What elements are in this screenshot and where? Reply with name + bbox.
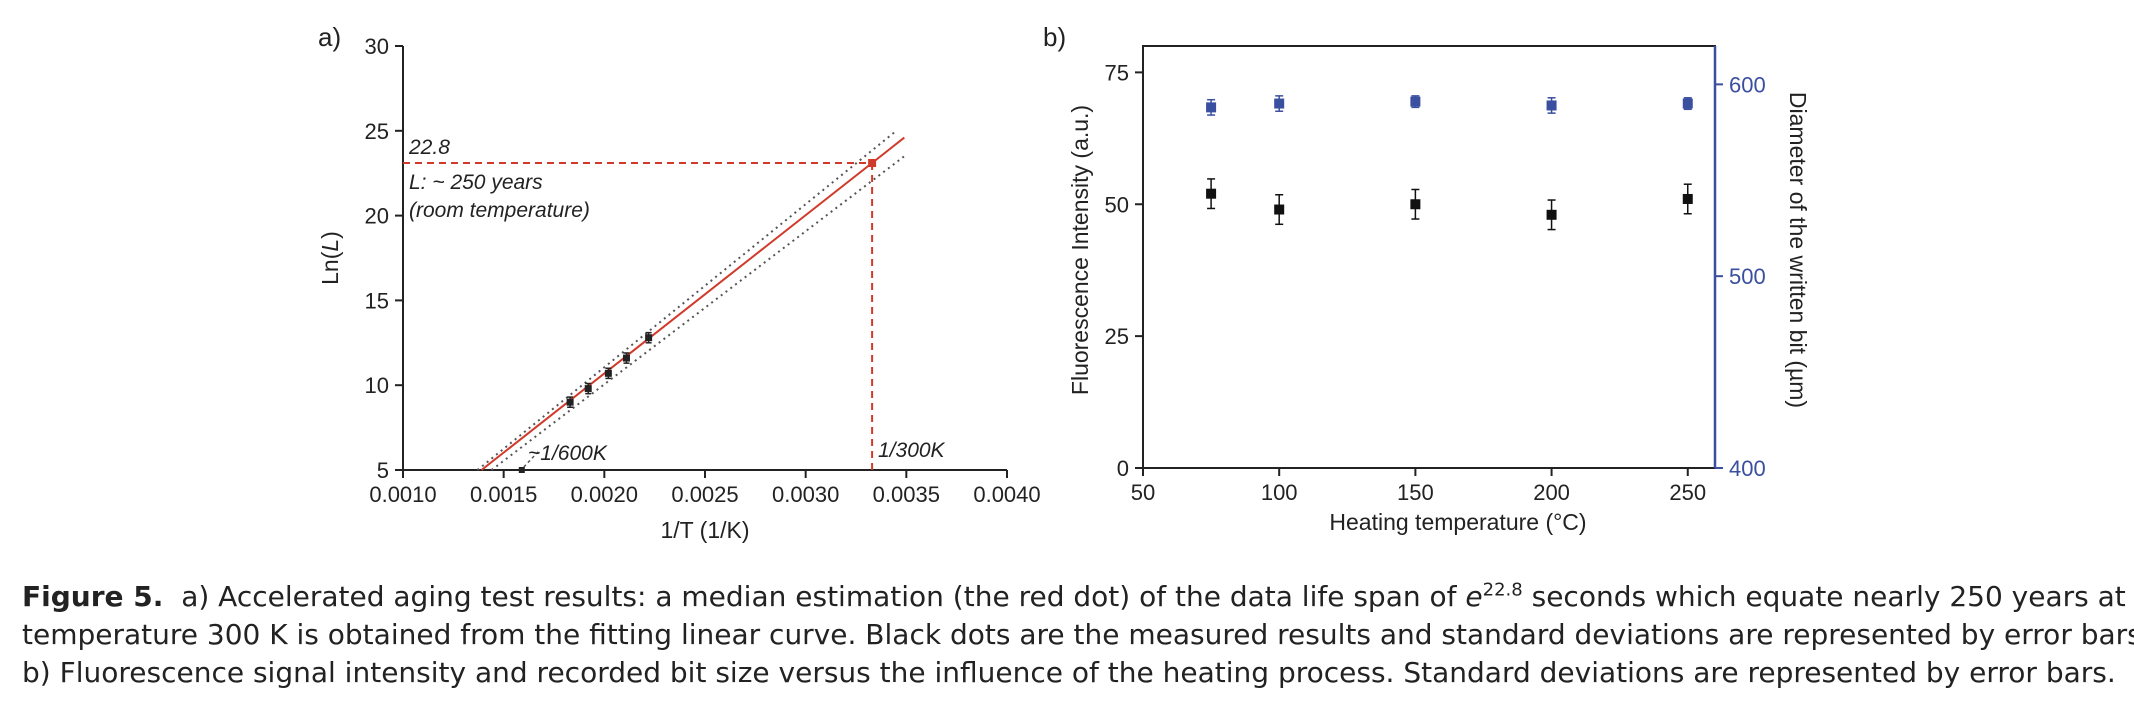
a-measured-points (566, 331, 653, 408)
b-right-y-axis-label: Diameter of the written bit (µm) (1785, 92, 1811, 408)
a-x-tick-label: 0.0040 (973, 482, 1040, 507)
b-fluorescence-point (1410, 199, 1421, 210)
a-measured-point (566, 398, 574, 406)
figure-caption: Figure 5. a) Accelerated aging test resu… (22, 578, 2134, 692)
b-left-tick-label: 50 (1105, 192, 1129, 217)
b-x-tick-label: 250 (1669, 480, 1706, 505)
a-annot-room: (room temperature) (409, 199, 590, 222)
a-measured-point (645, 334, 653, 342)
a-x-axis-label: 1/T (1/K) (660, 517, 749, 543)
a-y-tick-label: 20 (365, 204, 389, 229)
b-left-y-ticks: 0 25 50 75 (1105, 60, 1143, 481)
b-x-axis-label: Heating temperature (°C) (1329, 509, 1586, 535)
b-diameter-point (1682, 98, 1693, 109)
b-fluorescence-point (1206, 188, 1217, 199)
b-right-tick-label: 400 (1729, 456, 1766, 481)
a-measured-point (622, 354, 630, 362)
a-annot-life: L: ~ 250 years (409, 171, 543, 194)
a-600k-pointer (523, 449, 541, 468)
a-measured-point (604, 369, 612, 377)
b-left-y-axis-label: Fluorescence Intensity (a.u.) (1067, 105, 1093, 395)
caption-line-1: Figure 5. a) Accelerated aging test resu… (22, 578, 2134, 616)
caption-line-1-start: a) Accelerated aging test results: a med… (181, 580, 1466, 613)
b-fluorescence-point (1274, 204, 1285, 215)
panel-b-label: b) (1043, 22, 1066, 52)
a-confidence-lower-line (490, 155, 905, 471)
a-y-label-prefix: Ln( (317, 251, 343, 285)
a-annot-value: 22.8 (408, 136, 450, 159)
b-diameter-point (1410, 96, 1421, 107)
a-x-ticks: 0.0010 0.0015 0.0020 0.0025 0.0030 0.0035 0.00… (369, 470, 1041, 507)
a-annot-300k: 1/300K (878, 439, 946, 462)
b-fluorescence-point (1546, 209, 1557, 220)
b-right-y-ticks: 400 500 600 (1715, 72, 1766, 481)
a-y-tick-label: 30 (365, 34, 389, 59)
a-x-tick-label: 0.0020 (571, 482, 638, 507)
a-median-point (868, 159, 877, 168)
b-x-tick-label: 50 (1131, 480, 1155, 505)
a-x-tick-label: 0.0025 (671, 482, 738, 507)
b-diameter-points (1206, 95, 1693, 116)
panel-b: b) 0 25 50 75 400 500 600 50 100 150 200 250 Heat… (1043, 22, 1811, 535)
a-annot-600k: ~1/600K (528, 442, 608, 465)
a-x-tick-label: 0.0010 (369, 482, 436, 507)
b-right-tick-label: 500 (1729, 264, 1766, 289)
caption-exp-power: 22.8 (1482, 579, 1523, 601)
a-y-axis-label: Ln(L) (317, 231, 343, 285)
a-y-ticks: 5 10 15 20 25 30 (365, 34, 403, 483)
caption-line-3: b) Fluorescence signal intensity and rec… (22, 656, 2116, 689)
b-x-tick-label: 100 (1261, 480, 1298, 505)
b-fluorescence-point (1682, 193, 1693, 204)
a-y-tick-label: 25 (365, 119, 389, 144)
a-y-tick-label: 5 (377, 458, 389, 483)
caption-exp-base: e (1465, 580, 1483, 613)
b-fluorescence-points (1206, 178, 1693, 231)
b-left-tick-label: 0 (1117, 456, 1129, 481)
b-left-tick-label: 75 (1105, 60, 1129, 85)
a-x-tick-label: 0.0035 (873, 482, 940, 507)
caption-line-2: temperature 300 K is obtained from the f… (22, 618, 2134, 651)
a-y-label-suffix: ) (317, 231, 343, 239)
b-x-tick-label: 150 (1397, 480, 1434, 505)
b-diameter-point (1206, 102, 1217, 113)
b-left-tick-label: 25 (1105, 324, 1129, 349)
b-diameter-point (1274, 98, 1285, 109)
a-x-tick-label: 0.0030 (772, 482, 839, 507)
caption-figure-label: Figure 5. (22, 580, 164, 613)
a-extrapolated-point (518, 467, 525, 473)
a-y-tick-label: 10 (365, 373, 389, 398)
panel-a-label: a) (318, 22, 341, 52)
a-y-tick-label: 15 (365, 288, 389, 313)
b-plot-frame (1142, 45, 1716, 469)
b-diameter-point (1546, 100, 1557, 111)
a-y-label-var: L (317, 239, 343, 252)
a-measured-point (584, 385, 592, 393)
figure-area: a) 5 10 15 20 25 30 0.0010 0.0015 0.0020 0.0025 0… (317, 22, 1811, 543)
b-x-tick-label: 200 (1533, 480, 1570, 505)
b-x-ticks: 50 100 150 200 250 (1131, 468, 1706, 505)
caption-line-1-end: seconds which equate nearly 250 years at… (1531, 580, 2134, 613)
a-x-tick-label: 0.0015 (470, 482, 537, 507)
a-fit-line (480, 136, 905, 471)
b-right-tick-label: 600 (1729, 72, 1766, 97)
